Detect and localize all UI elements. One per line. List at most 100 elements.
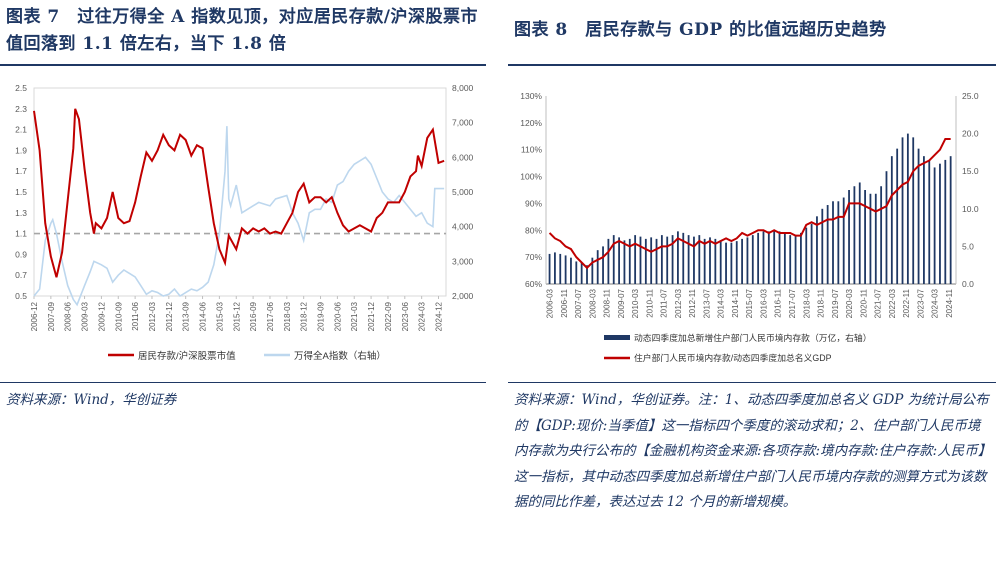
x-tick-label: 2023-07 bbox=[916, 288, 925, 318]
bar-new-household-deposits bbox=[741, 238, 743, 284]
bar-new-household-deposits bbox=[794, 235, 797, 284]
x-tick-label: 2020-06 bbox=[333, 301, 342, 331]
bar-new-household-deposits bbox=[901, 137, 904, 284]
bar-new-household-deposits bbox=[602, 246, 604, 284]
x-tick-label: 2024-03 bbox=[418, 301, 427, 331]
bar-new-household-deposits bbox=[864, 190, 866, 284]
x-tick-label: 2017-07 bbox=[788, 288, 797, 318]
x-tick-label: 2009-03 bbox=[81, 301, 90, 331]
y-right-tick-label: 7,000 bbox=[452, 118, 474, 128]
figure-7-title: 图表 7 过往万得全 A 指数见顶，对应居民存款/沪深股票市值回落到 1.1 倍… bbox=[6, 7, 478, 54]
legend-label-deposit-ratio: 居民存款/沪深股票市值 bbox=[138, 350, 236, 362]
x-tick-label: 2012-03 bbox=[674, 288, 683, 318]
x-tick-label: 2010-11 bbox=[645, 288, 654, 317]
x-tick-label: 2011-07 bbox=[660, 288, 669, 317]
bar-new-household-deposits bbox=[869, 193, 872, 284]
x-tick-label: 2022-03 bbox=[888, 288, 897, 318]
x-tick-label: 2006-03 bbox=[546, 288, 555, 318]
y-left-tick-label: 120% bbox=[520, 118, 542, 128]
bar-new-household-deposits bbox=[618, 237, 620, 284]
x-tick-label: 2014-11 bbox=[731, 288, 740, 317]
figure-8-source: 资料来源：Wind，华创证券。注：1、动态四季度加总名义 GDP 为统计局公布的… bbox=[514, 392, 992, 510]
bar-new-household-deposits bbox=[832, 201, 834, 284]
figure-8-title: 图表 8 居民存款与 GDP 的比值远超历史趋势 bbox=[514, 20, 887, 40]
y-right-tick-label: 25.0 bbox=[962, 91, 979, 101]
bar-new-household-deposits bbox=[821, 208, 824, 284]
bar-new-household-deposits bbox=[751, 235, 754, 284]
x-tick-label: 2017-06 bbox=[266, 301, 275, 331]
figure-7-source: 资料来源：Wind，华创证券 bbox=[6, 392, 177, 408]
x-tick-label: 2018-11 bbox=[817, 288, 826, 317]
y-right-tick-label: 15.0 bbox=[962, 166, 979, 176]
x-tick-label: 2012-12 bbox=[165, 301, 174, 331]
x-tick-label: 2016-03 bbox=[759, 288, 768, 318]
y-right-tick-label: 2,000 bbox=[452, 291, 474, 301]
bar-new-household-deposits bbox=[874, 193, 877, 284]
y-left-tick-label: 130% bbox=[520, 91, 542, 101]
bar-new-household-deposits bbox=[805, 227, 808, 284]
bar-new-household-deposits bbox=[842, 197, 845, 284]
bar-new-household-deposits bbox=[655, 238, 658, 284]
bar-new-household-deposits bbox=[548, 253, 551, 284]
y-right-tick-label: 8,000 bbox=[452, 83, 474, 93]
bar-new-household-deposits bbox=[709, 237, 711, 284]
bar-new-household-deposits bbox=[650, 237, 653, 284]
bar-new-household-deposits bbox=[939, 163, 941, 284]
y-left-tick-label: 1.1 bbox=[15, 229, 27, 239]
x-tick-label: 2018-03 bbox=[802, 288, 811, 318]
y-left-tick-label: 1.9 bbox=[15, 145, 27, 155]
x-tick-label: 2021-07 bbox=[874, 288, 883, 318]
x-tick-label: 2018-12 bbox=[300, 301, 309, 331]
bar-new-household-deposits bbox=[890, 156, 893, 284]
y-left-tick-label: 70% bbox=[525, 252, 542, 262]
bar-new-household-deposits bbox=[928, 159, 931, 284]
x-tick-label: 2024-12 bbox=[435, 301, 444, 331]
y-left-tick-label: 2.1 bbox=[15, 125, 27, 135]
x-tick-label: 2013-07 bbox=[702, 288, 711, 318]
bar-new-household-deposits bbox=[773, 229, 776, 284]
x-tick-label: 2012-03 bbox=[148, 301, 157, 331]
bar-new-household-deposits bbox=[703, 238, 706, 284]
figure-8-chart: 60% 70% 80% 90% 100% 110% 120% 130% 0.0 5.0 10.0 15… bbox=[520, 91, 979, 363]
source-rule bbox=[508, 382, 996, 383]
x-tick-label: 2011-06 bbox=[131, 301, 140, 330]
title-rule bbox=[508, 64, 996, 66]
x-tick-label: 2014-03 bbox=[717, 288, 726, 318]
bar-new-household-deposits bbox=[757, 232, 760, 284]
bar-new-household-deposits bbox=[570, 257, 572, 284]
bar-new-household-deposits bbox=[767, 231, 770, 284]
bar-new-household-deposits bbox=[660, 235, 663, 284]
title-rule bbox=[0, 64, 486, 66]
bar-new-household-deposits bbox=[666, 236, 669, 284]
bar-new-household-deposits bbox=[714, 238, 717, 284]
y-left-tick-label: 2.5 bbox=[15, 83, 27, 93]
y-right-tick-label: 4,000 bbox=[452, 222, 474, 232]
bar-new-household-deposits bbox=[634, 235, 637, 284]
legend-label-line: 住户部门人民币境内存款/动态四季度加总名义GDP bbox=[634, 352, 832, 363]
y-left-tick-label: 0.7 bbox=[15, 270, 27, 280]
x-tick-label: 2010-03 bbox=[631, 288, 640, 318]
bar-new-household-deposits bbox=[559, 253, 562, 284]
bar-new-household-deposits bbox=[623, 240, 626, 284]
bar-new-household-deposits bbox=[800, 232, 802, 284]
y-left-tick-label: 90% bbox=[525, 198, 542, 208]
bar-new-household-deposits bbox=[880, 186, 883, 284]
x-tick-label: 2018-03 bbox=[283, 301, 292, 331]
y-left-tick-label: 1.3 bbox=[15, 208, 27, 218]
bar-new-household-deposits bbox=[564, 255, 567, 284]
source-rule bbox=[0, 382, 486, 383]
bar-new-household-deposits bbox=[783, 232, 786, 284]
bar-new-household-deposits bbox=[906, 133, 909, 284]
y-right-tick-label: 3,000 bbox=[452, 256, 474, 266]
bar-new-household-deposits bbox=[671, 235, 674, 284]
plot-frame bbox=[33, 87, 447, 297]
x-tick-label: 2006-11 bbox=[560, 288, 569, 317]
bar-new-household-deposits bbox=[837, 201, 840, 284]
bar-new-household-deposits bbox=[896, 148, 899, 284]
bar-new-household-deposits bbox=[698, 235, 701, 284]
x-tick-label: 2008-11 bbox=[603, 288, 612, 317]
y-right-tick-label: 10.0 bbox=[962, 204, 979, 214]
x-tick-label: 2013-09 bbox=[182, 301, 191, 331]
figure-7-chart: 0.5 0.7 0.9 1.1 1.3 1.5 1.7 1.9 2.1 2.3 2.5 2,000 3,… bbox=[15, 83, 474, 362]
y-left-tick-label: 2.3 bbox=[15, 104, 27, 114]
